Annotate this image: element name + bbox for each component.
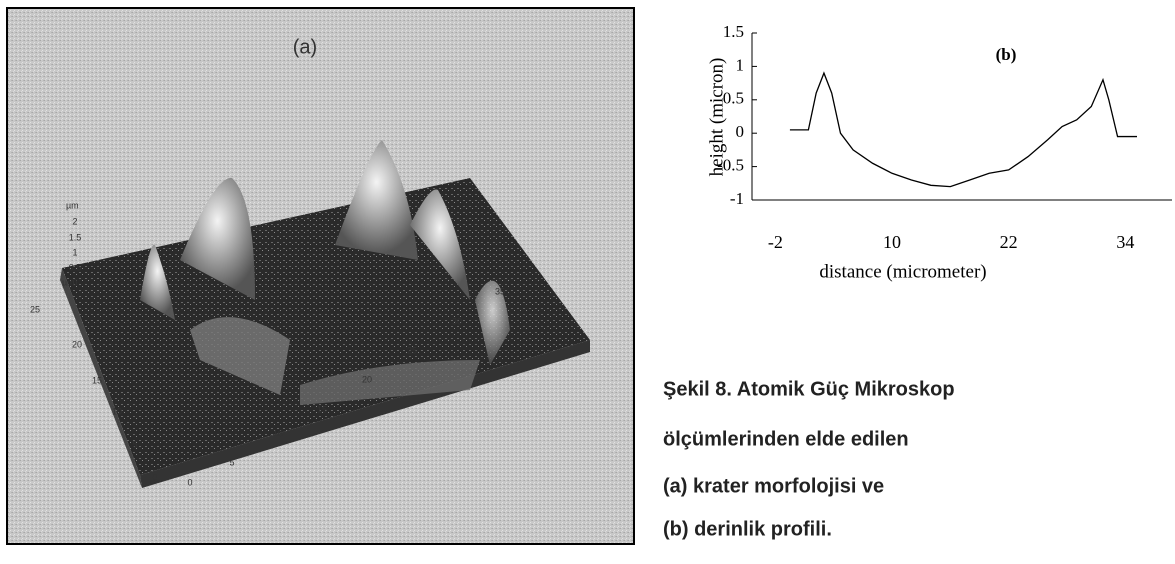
x-axis-label: distance (micrometer) [819,261,986,282]
x-tick-label: -2 [768,232,783,252]
x-tick-label: 22 [1000,232,1018,252]
x-tick-label: 20 [362,374,372,384]
z-tick-label: 2 [72,216,77,226]
z-tick-label: 0.5 [69,262,82,272]
caption-line: (b) derinlik profili. [663,518,832,540]
y-tick-label: 20 [72,339,82,349]
z-tick-label: 1 [72,247,77,257]
caption-line: Şekil 8. Atomik Güç Mikroskop [663,378,955,400]
caption-line: ölçümlerinden elde edilen [663,428,909,450]
y-tick-label: -0.5 [717,156,744,175]
x-tick-label: 10 [883,232,901,252]
panel-label: (a) [293,36,317,58]
y-tick-label: 0.5 [723,89,744,108]
data-line [789,71,1137,188]
x-tick-label: 35 [495,286,505,296]
surface-3d [60,140,590,488]
y-tick-label: 1.5 [723,22,744,41]
y-tick-label: 15 [92,375,102,385]
x-tick-label: 0 [187,477,192,487]
y-tick-label: 0 [736,122,745,141]
y-tick-label: 1 [736,55,745,74]
x-tick-label: 25 [407,345,417,355]
caption-line: (a) krater morfolojisi ve [663,475,884,497]
panel-label: (b) [996,45,1017,64]
y-axis-label: height (micron) [706,58,727,177]
x-tick-label: 5 [229,457,234,467]
x-tick-label: 34 [1116,232,1134,252]
z-axis-unit: µm [66,200,79,210]
y-axis-unit: µm [62,277,75,287]
y-tick-label: 0 [152,472,157,482]
z-tick-label: 1.5 [69,232,82,242]
x-tick-label: 10 [273,428,283,438]
z-tick-label: 0 [72,277,77,287]
y-tick-label: 5 [132,439,137,449]
x-tick-label: 30 [452,316,462,326]
y-tick-label: 25 [30,304,40,314]
y-tick-label: 10 [112,406,122,416]
y-tick-label: -1 [730,189,744,208]
x-tick-label: 15 [317,404,327,414]
